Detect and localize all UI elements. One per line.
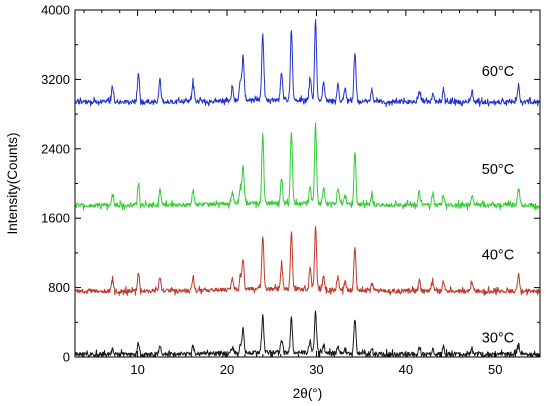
y-axis-label: Intensity(Counts) (5, 132, 20, 234)
series-label-40c: 40°C (482, 248, 514, 264)
y-tick-label: 2400 (41, 141, 70, 156)
x-axis-label: 2θ(°) (293, 386, 322, 401)
series-line-30c (74, 310, 541, 358)
labels-group: 30°C 40°C 50°C 60°C (482, 64, 514, 347)
series-label-30c: 30°C (482, 331, 514, 347)
series-line-50c (74, 122, 541, 211)
x-tick-label: 10 (130, 362, 144, 377)
y-tick-label: 0 (63, 350, 70, 365)
plot-frame (74, 9, 541, 358)
series-line-40c (74, 226, 541, 297)
axes-group: 10 20 30 40 50 0 800 1600 2400 3200 4000 2θ(°) Inten… (5, 3, 541, 401)
series-label-50c: 50°C (482, 162, 514, 178)
series-label-60c: 60°C (482, 64, 514, 80)
x-tick-label: 20 (220, 362, 234, 377)
y-tick-label: 4000 (41, 3, 70, 18)
y-tick-label: 3200 (41, 72, 70, 87)
y-tick-label: 800 (48, 280, 70, 295)
x-tick-label: 50 (488, 362, 502, 377)
x-tick-label: 30 (309, 362, 323, 377)
series-line-60c (74, 19, 541, 108)
series-group (74, 19, 541, 358)
y-tick-label: 1600 (41, 211, 70, 226)
x-tick-label: 40 (399, 362, 413, 377)
